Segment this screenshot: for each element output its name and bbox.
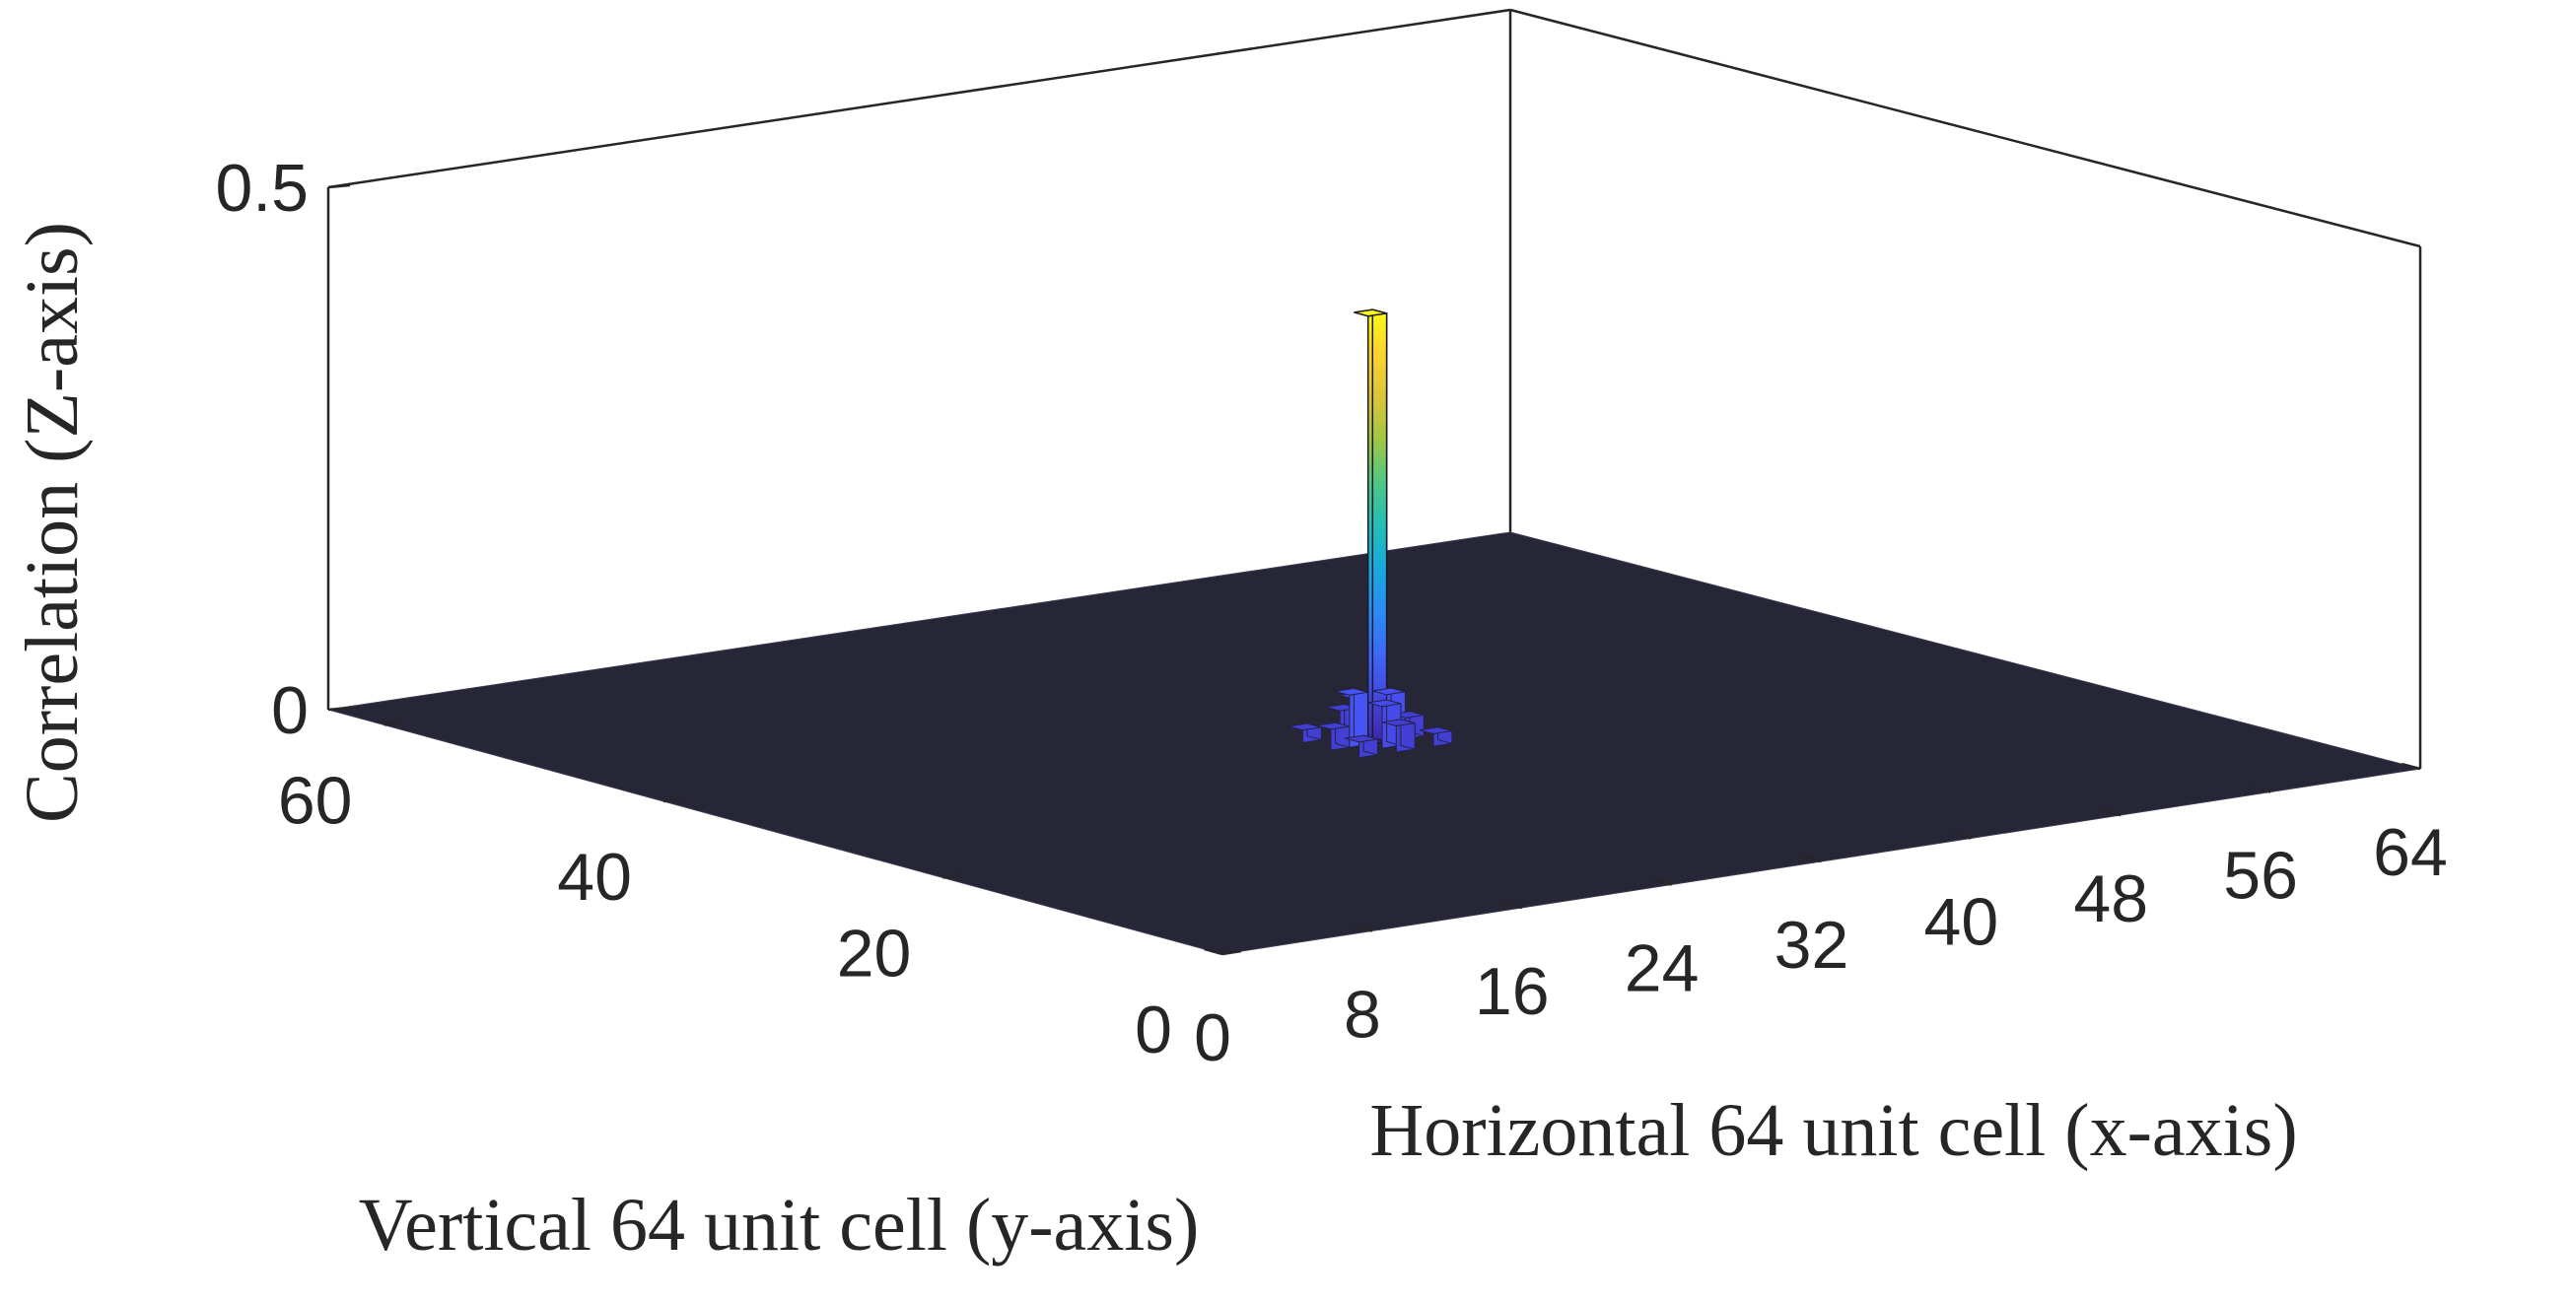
y-tick-mark [383,721,403,726]
x-tick-label: 8 [1344,978,1381,1053]
surface-peaks [1288,309,1453,759]
x-tick-mark [2252,786,2271,793]
x-tick-label: 0 [1194,1000,1231,1075]
axes-frame [326,8,2422,769]
x-tick-label: 24 [1625,931,1700,1006]
x-tick-mark [1802,855,1822,863]
x-tick-label: 40 [1924,885,1999,960]
x-tick-mark [1204,947,1223,956]
x-tick-label: 48 [2073,861,2148,936]
x-tick-mark [1502,901,1523,910]
z-axis-title: Correlation (Z-axis) [11,222,94,823]
frame-edge-top-right [1509,8,2421,248]
y-tick-mark [1221,949,1242,956]
y-axis-title: Vertical 64 unit cell (y-axis) [359,1184,1200,1267]
y-tick-mark [942,873,962,879]
z-tick-label: 0.5 [215,151,309,226]
side-lobe-bar [1345,734,1378,759]
y-tick-label: 0 [1135,993,1172,1067]
x-tick-mark [2401,762,2421,771]
x-tick-mark [1354,925,1373,932]
x-tick-mark [2102,808,2122,817]
x-tick-mark [1952,832,1972,840]
y-tick-label: 60 [278,764,353,839]
frame-edge-top-left [327,8,1511,189]
side-lobe-bar [1419,726,1453,747]
side-lobe-bar [1381,719,1416,753]
x-tick-label: 32 [1775,908,1849,983]
x-axis-title: Horizontal 64 unit cell (x-axis) [1369,1089,2297,1172]
x-tick-label: 56 [2223,839,2298,914]
z-tick-mark [327,183,351,189]
x-tick-label: 16 [1475,954,1550,1029]
z-tick-mark [327,706,351,712]
x-tick-label: 64 [2373,815,2448,890]
axis-ticks: 0 0.5 0 8 16 24 32 40 48 56 64 0 20 40 60 [215,151,2447,1075]
x-tick-mark [1652,878,1672,886]
y-tick-mark [662,796,683,803]
z-tick-label: 0 [271,673,309,748]
y-tick-label: 20 [837,917,912,992]
y-tick-label: 40 [557,840,632,915]
side-lobe-bar [1288,722,1322,744]
